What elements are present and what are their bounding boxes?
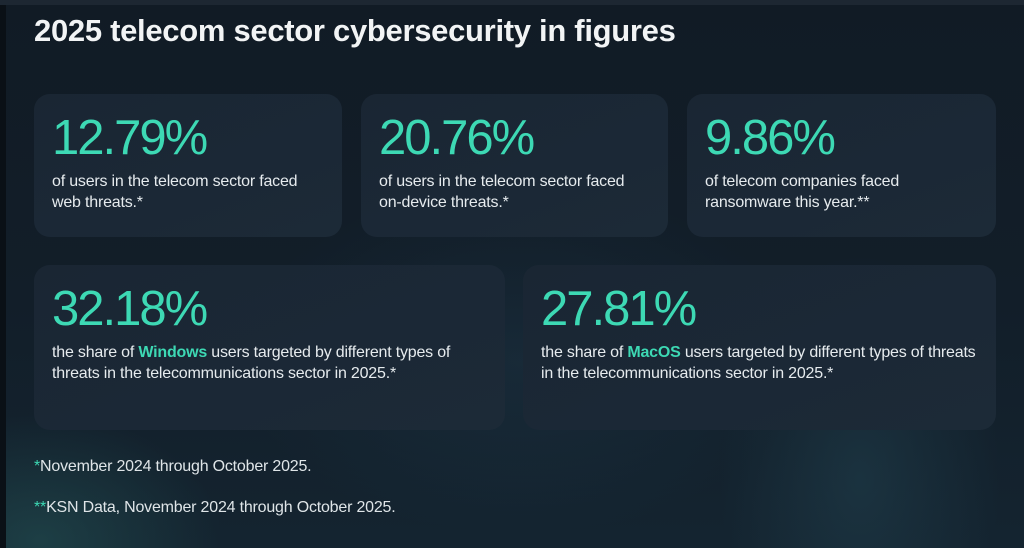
- footnote-text: KSN Data, November 2024 through October …: [46, 499, 396, 516]
- stat-description: of users in the telecom sector faced web…: [52, 173, 298, 211]
- stat-card-web-threats: 12.79% of users in the telecom sector fa…: [34, 94, 342, 237]
- highlight-macos: MacOS: [627, 344, 681, 361]
- left-border: [0, 5, 6, 548]
- stat-description: the share of MacOS users targeted by dif…: [541, 343, 981, 384]
- stat-card-windows-users: 32.18% the share of Windows users target…: [34, 265, 505, 430]
- footnote-double-asterisk: **KSN Data, November 2024 through Octobe…: [34, 499, 396, 517]
- description-suffix: users targeted by different types of thr…: [52, 344, 451, 382]
- footnote-marker: *: [34, 458, 41, 475]
- description-suffix: users targeted by different types of thr…: [541, 344, 976, 382]
- description-prefix: the share of: [52, 344, 139, 361]
- stat-value: 27.81%: [541, 282, 697, 336]
- stat-description: of telecom companies faced ransomware th…: [705, 173, 900, 211]
- stat-description: of users in the telecom sector faced on-…: [379, 173, 625, 211]
- highlight-windows: Windows: [138, 344, 208, 361]
- stat-card-ransomware: 9.86% of telecom companies faced ransomw…: [687, 94, 996, 237]
- top-border: [0, 0, 1024, 5]
- footnote-single-asterisk: *November 2024 through October 2025.: [34, 458, 312, 476]
- stat-value: 20.76%: [379, 111, 535, 165]
- footnote-text: November 2024 through October 2025.: [40, 458, 312, 475]
- stat-card-on-device-threats: 20.76% of users in the telecom sector fa…: [361, 94, 668, 237]
- stat-value: 12.79%: [52, 111, 208, 165]
- stat-description: the share of Windows users targeted by d…: [52, 343, 492, 384]
- stat-value: 9.86%: [705, 111, 836, 165]
- stat-value: 32.18%: [52, 282, 208, 336]
- page-title: 2025 telecom sector cybersecurity in fig…: [34, 13, 676, 48]
- description-prefix: the share of: [541, 344, 628, 361]
- footnote-marker: **: [34, 499, 47, 516]
- stat-card-macos-users: 27.81% the share of MacOS users targeted…: [523, 265, 996, 430]
